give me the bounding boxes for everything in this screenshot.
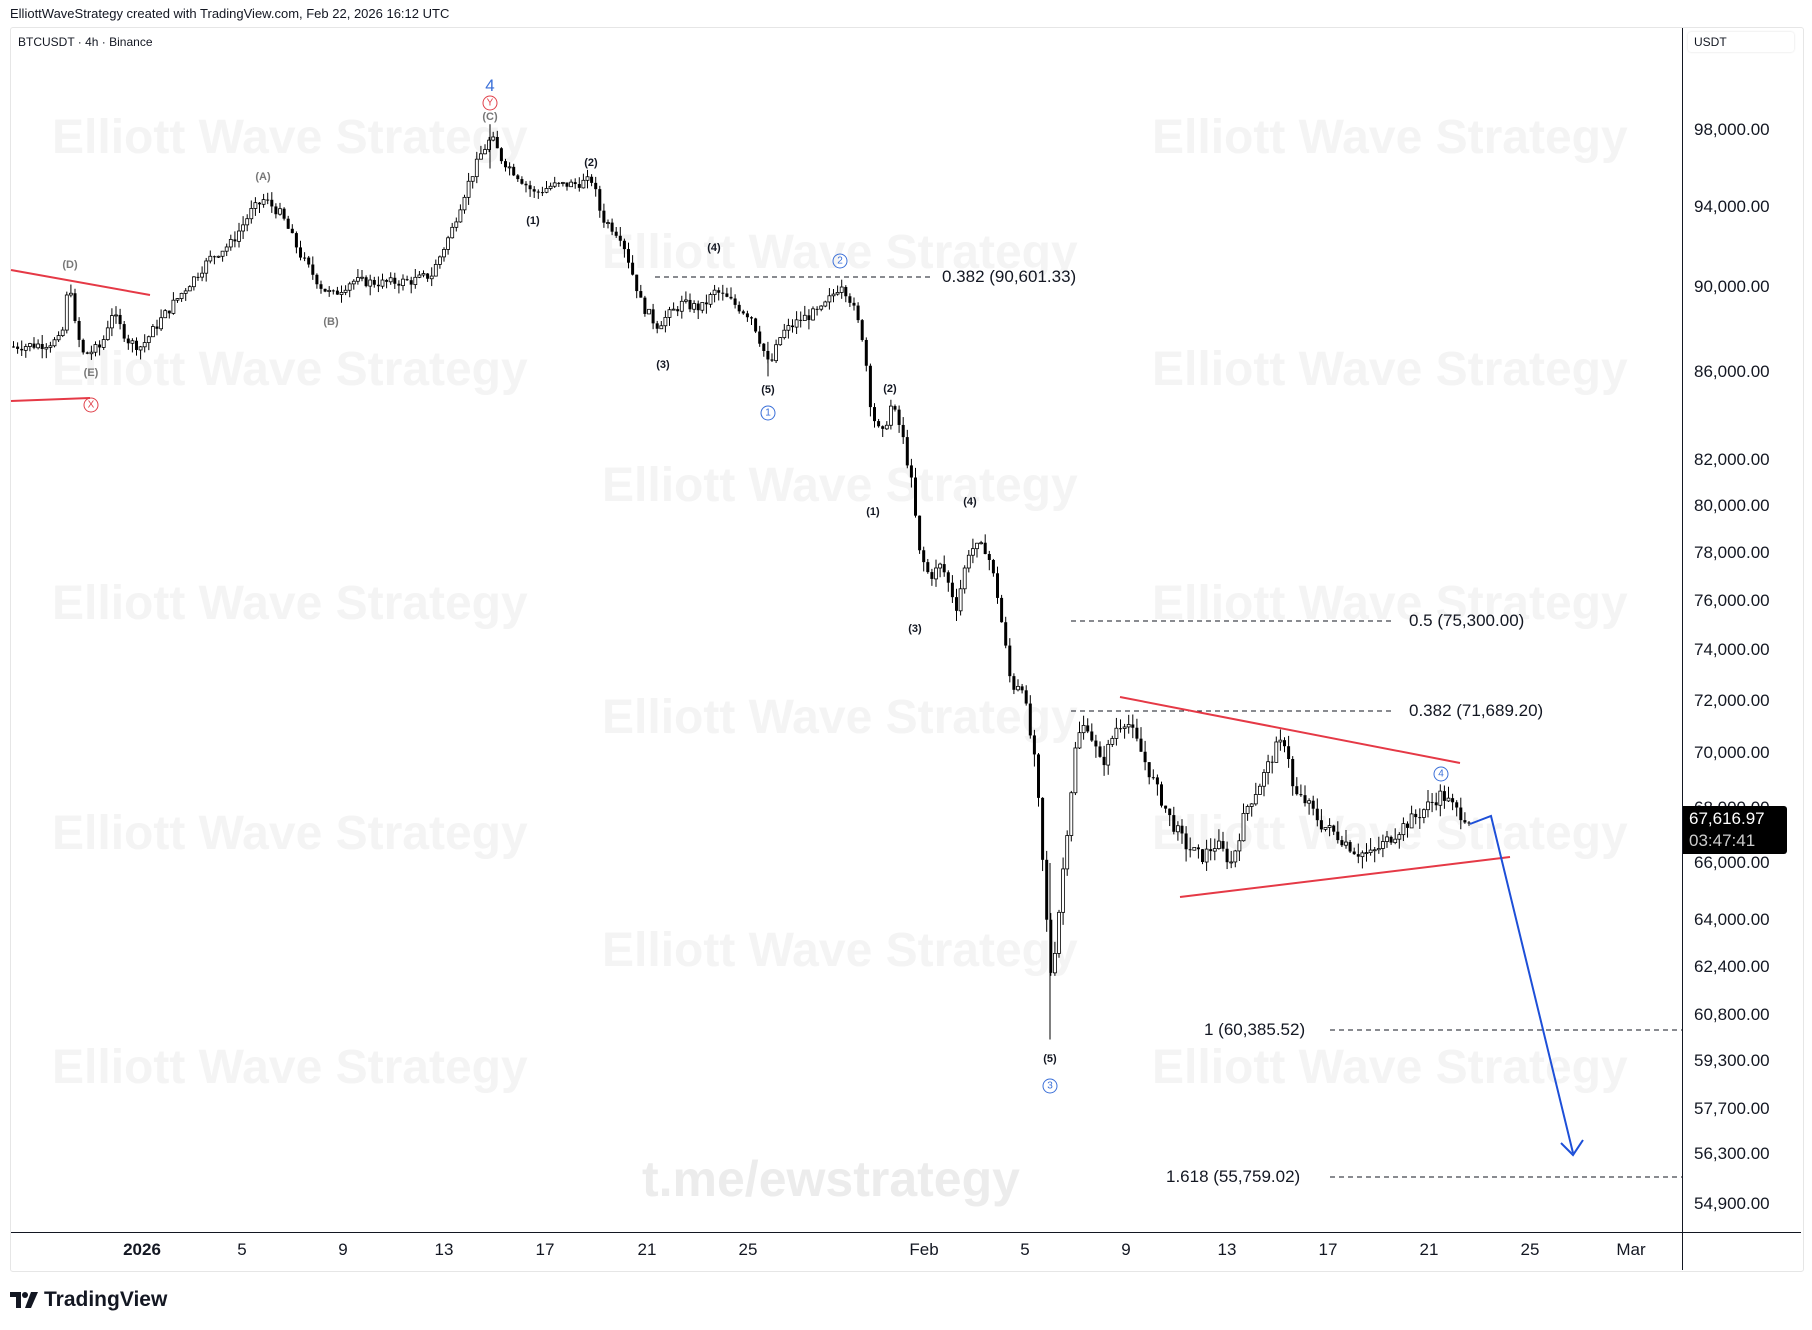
triangle-upper-trendline	[1119, 696, 1461, 764]
watermark-text: Elliott Wave Strategy	[602, 691, 1078, 744]
watermark-text: Elliott Wave Strategy	[52, 807, 528, 860]
time-axis-label: Feb	[909, 1240, 939, 1259]
price-axis-label: 64,000.00	[1694, 910, 1770, 929]
price-axis-label: 60,800.00	[1694, 1005, 1770, 1024]
wave-label: (2)	[584, 157, 598, 169]
time-axis-label: 17	[535, 1240, 555, 1259]
watermark-text: Elliott Wave Strategy	[602, 459, 1078, 512]
wave-label: (1)	[866, 506, 880, 518]
time-axis-label: 25	[1520, 1240, 1540, 1259]
wave-label: (5)	[1043, 1053, 1057, 1065]
time-axis-label: 13	[1217, 1240, 1237, 1259]
time-axis-label: 25	[738, 1240, 758, 1259]
wave-circle-label: Y	[482, 95, 498, 111]
price-axis-label: 70,000.00	[1694, 743, 1770, 762]
watermark-text: Elliott Wave Strategy	[602, 924, 1078, 977]
time-axis-label: Mar	[1616, 1240, 1646, 1259]
price-axis-label: 54,900.00	[1694, 1194, 1770, 1213]
price-axis-label: 76,000.00	[1694, 591, 1770, 610]
projection-arrow	[1469, 814, 1574, 1154]
watermark-text: Elliott Wave Strategy	[52, 1041, 528, 1094]
time-axis-label: 21	[1419, 1240, 1439, 1259]
price-axis-label: 62,400.00	[1694, 957, 1770, 976]
price-axis-label: 56,300.00	[1694, 1144, 1770, 1163]
wave-label: (E)	[83, 367, 99, 379]
tradingview-logo-icon	[10, 1292, 38, 1308]
price-axis-border	[1682, 28, 1683, 1270]
trendline-lower-left	[10, 397, 91, 402]
attribution-header: ElliottWaveStrategy created with Trading…	[10, 6, 450, 21]
wave-label: (3)	[908, 623, 922, 635]
wave-label: (3)	[656, 359, 670, 371]
price-axis-label: 66,000.00	[1694, 853, 1770, 872]
time-axis-label: 17	[1318, 1240, 1338, 1259]
last-price-tag: 67,616.97 03:47:41	[1683, 806, 1787, 854]
watermark-text: Elliott Wave Strategy	[52, 343, 528, 396]
price-axis-label: 94,000.00	[1694, 197, 1770, 216]
watermark-text: Elliott Wave Strategy	[1152, 111, 1628, 164]
watermark-text: Elliott Wave Strategy	[52, 111, 528, 164]
candlesticks	[12, 130, 1471, 976]
triangle-lower-trendline	[1179, 856, 1511, 898]
price-axis-label: 59,300.00	[1694, 1051, 1770, 1070]
wave-circle-label: 2	[832, 253, 848, 269]
wave-circle-label: 4	[1433, 766, 1449, 782]
price-axis-label: 72,000.00	[1694, 691, 1770, 710]
tradingview-logo[interactable]: TradingView	[10, 1288, 167, 1312]
tradingview-logo-text: TradingView	[44, 1288, 168, 1311]
fib-level-label: 1.618 (55,759.02)	[1166, 1167, 1301, 1186]
fib-level-label: 1 (60,385.52)	[1204, 1020, 1306, 1039]
wave-label: (C)	[482, 111, 498, 123]
price-axis-label: 78,000.00	[1694, 543, 1770, 562]
watermark-text: Elliott Wave Strategy	[52, 577, 528, 630]
wave-label: (D)	[62, 259, 78, 271]
wave-label: (4)	[707, 242, 721, 254]
wave-label: (5)	[761, 384, 775, 396]
wave-circle-label: X	[83, 397, 99, 413]
price-axis-label: 86,000.00	[1694, 362, 1770, 381]
time-axis-label: 21	[637, 1240, 657, 1259]
fib-level-label: 0.382 (90,601.33)	[942, 267, 1077, 286]
symbol-title[interactable]: BTCUSDT · 4h · Binance	[18, 35, 153, 49]
fib-level-label: 0.5 (75,300.00)	[1409, 611, 1525, 630]
time-axis-label: 13	[434, 1240, 454, 1259]
wave-label: 4	[485, 76, 495, 95]
fib-level-label: 0.382 (71,689.20)	[1409, 701, 1544, 720]
wave-label: (1)	[526, 215, 540, 227]
watermark-text: Elliott Wave Strategy	[602, 226, 1078, 279]
time-axis-label: 2026	[123, 1240, 161, 1259]
watermark-text: Elliott Wave Strategy	[1152, 343, 1628, 396]
time-axis-label: 5	[237, 1240, 247, 1259]
currency-unit-label[interactable]: USDT	[1688, 32, 1794, 52]
trendline-upper-left	[10, 269, 151, 296]
price-axis-label: 74,000.00	[1694, 640, 1770, 659]
time-axis-border	[11, 1232, 1801, 1233]
wave-label: (4)	[963, 496, 977, 508]
wave-circle-label: 3	[1042, 1078, 1058, 1094]
time-axis-label: 9	[1121, 1240, 1131, 1259]
bar-countdown: 03:47:41	[1689, 831, 1756, 850]
time-axis-label: 5	[1020, 1240, 1030, 1259]
price-axis-label: 90,000.00	[1694, 277, 1770, 296]
wave-label: (B)	[323, 316, 339, 328]
wave-circle-label: 1	[760, 405, 776, 421]
wave-label: (A)	[255, 171, 271, 183]
wave-label: (2)	[883, 383, 897, 395]
price-axis-label: 82,000.00	[1694, 450, 1770, 469]
projection-arrowhead	[1560, 1139, 1584, 1157]
last-price-value: 67,616.97	[1689, 809, 1765, 828]
time-axis-label: 9	[338, 1240, 348, 1259]
price-axis-label: 98,000.00	[1694, 120, 1770, 139]
price-axis-label: 57,700.00	[1694, 1099, 1770, 1118]
telegram-watermark: t.me/ewstrategy	[642, 1151, 1020, 1207]
price-axis-label: 80,000.00	[1694, 496, 1770, 515]
chart-frame	[10, 27, 1804, 1272]
